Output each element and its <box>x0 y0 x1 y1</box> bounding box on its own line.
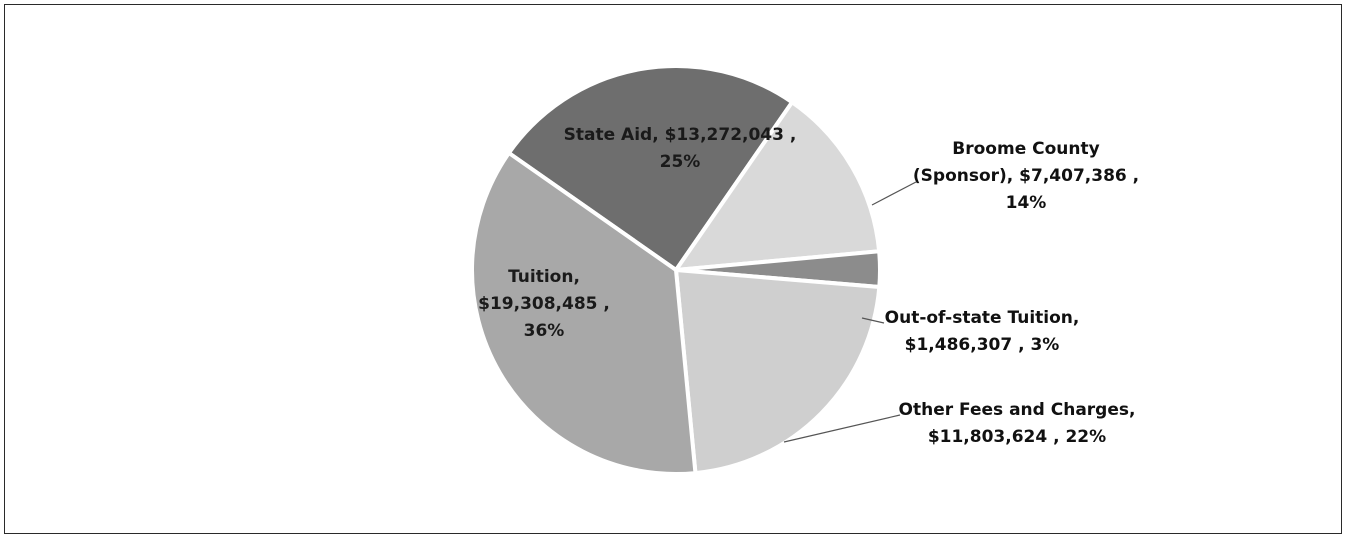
pie-slice-other-fees-and-charges <box>673 267 882 476</box>
data-label-other-fees-and-charges: Other Fees and Charges, $11,803,624 , 22% <box>899 400 1136 447</box>
leader-line-1 <box>871 181 917 206</box>
data-label-line: 14% <box>1006 193 1047 213</box>
pie-slice-tuition <box>470 150 698 476</box>
pie-slices <box>470 64 882 476</box>
data-label-state-aid: State Aid, $13,272,043 , 25% <box>564 125 797 172</box>
leader-lines <box>783 181 917 443</box>
data-label-line: Tuition, <box>508 267 580 287</box>
data-label-line: $11,803,624 , 22% <box>928 427 1106 447</box>
leader-line-2 <box>861 317 885 324</box>
data-label-line: Out-of-state Tuition, <box>885 308 1080 328</box>
data-label-line: Other Fees and Charges, <box>899 400 1136 420</box>
pie-slice-state-aid <box>506 64 795 273</box>
data-label-line: $1,486,307 , 3% <box>905 335 1060 355</box>
pie-slice-broome-county-sponsor <box>671 99 882 273</box>
data-label-tuition: Tuition, $19,308,485 , 36% <box>478 267 610 341</box>
data-label-line: Broome County <box>952 139 1099 159</box>
leader-line-3 <box>783 414 901 443</box>
data-label-line: $19,308,485 , <box>478 294 610 314</box>
data-label-broome-county-sponsor: Broome County (Sponsor), $7,407,386 , 14% <box>913 139 1139 213</box>
data-label-line: State Aid, $13,272,043 , <box>564 125 797 145</box>
data-label-line: 36% <box>524 321 565 341</box>
data-label-line: (Sponsor), $7,407,386 , <box>913 166 1139 186</box>
data-label-out-of-state-tuition: Out-of-state Tuition, $1,486,307 , 3% <box>885 308 1080 355</box>
data-labels: State Aid, $13,272,043 , 25% Broome County… <box>478 125 1139 447</box>
data-label-line: 25% <box>660 152 701 172</box>
